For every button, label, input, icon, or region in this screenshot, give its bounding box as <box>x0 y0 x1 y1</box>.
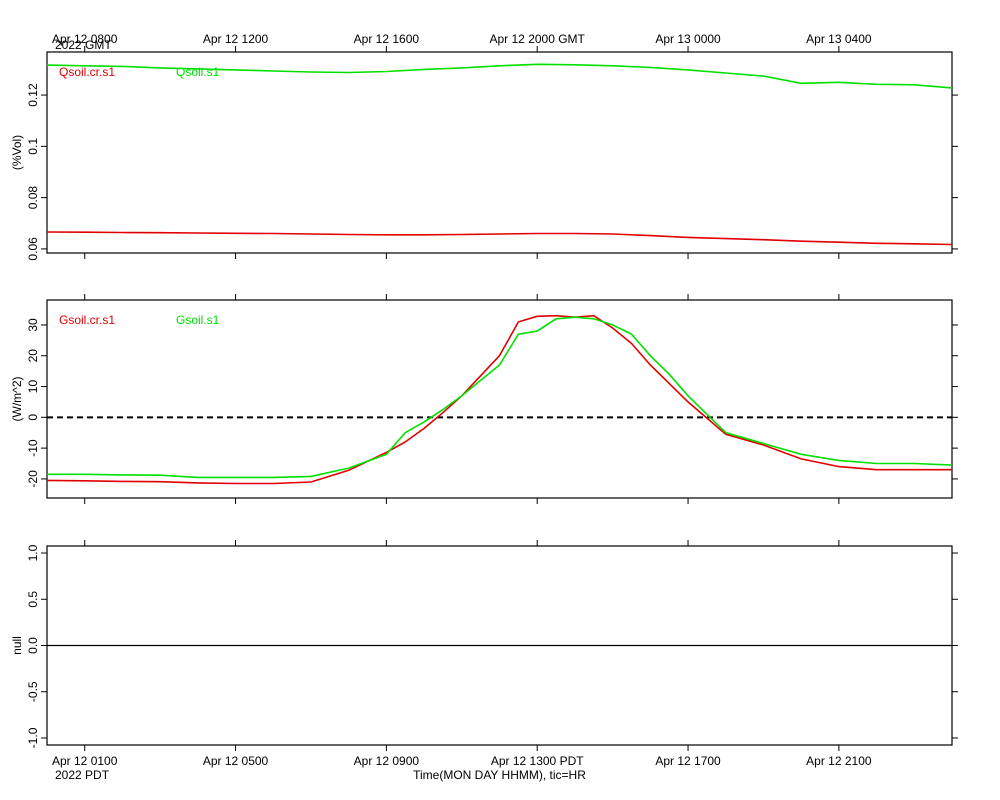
series-line <box>46 314 952 485</box>
y-tick-label: -20 <box>26 470 40 488</box>
plot-frame <box>46 299 953 499</box>
y-tick-label: 1.0 <box>26 544 40 561</box>
y-tick-label: 10 <box>26 380 40 394</box>
x-tick-label: Apr 12 0900 <box>354 754 420 768</box>
x-axis-label: Time(MON DAY HHMM), tic=HR <box>413 768 586 782</box>
x-tick-label: Apr 12 1300 PDT <box>491 754 584 768</box>
x-tick-label: Apr 12 2100 <box>806 754 872 768</box>
y-tick-label: 0.12 <box>26 83 40 107</box>
series-line <box>46 231 953 246</box>
y-tick-label: -1.0 <box>26 727 40 748</box>
x-year-label: 2022 PDT <box>55 768 110 782</box>
y-axis-label: null <box>10 636 24 655</box>
y-axis-label: (W/m^2) <box>10 377 24 422</box>
y-tick-label: 0.5 <box>26 591 40 608</box>
x-tick-label: Apr 12 2000 GMT <box>490 32 586 46</box>
legend-label: Gsoil.cr.s1 <box>59 313 115 327</box>
x-tick-label: Apr 12 0500 <box>203 754 269 768</box>
y-tick-label: 20 <box>26 349 40 363</box>
y-tick-label: 0.06 <box>26 237 40 261</box>
x-tick-label: Apr 12 1600 <box>354 32 420 46</box>
y-tick-label: 30 <box>26 318 40 332</box>
x-tick-label: Apr 12 0800 <box>52 32 118 46</box>
x-year-label: 2022 GMT <box>55 38 112 52</box>
plot-frame <box>46 51 953 254</box>
x-tick-label: Apr 12 1700 <box>655 754 721 768</box>
x-tick-label: Apr 13 0000 <box>655 32 721 46</box>
y-tick-label: -10 <box>26 439 40 457</box>
y-axis-label: (%Vol) <box>10 135 24 170</box>
y-tick-label: 0.1 <box>26 138 40 155</box>
y-tick-label: 0 <box>26 414 40 421</box>
y-tick-label: -0.5 <box>26 681 40 702</box>
legend-label: Gsoil.s1 <box>176 313 220 327</box>
x-tick-label: Apr 12 1200 <box>203 32 269 46</box>
y-tick-label: 0.0 <box>26 637 40 654</box>
y-tick-label: 0.08 <box>26 186 40 210</box>
series-line <box>46 63 953 89</box>
x-tick-label: Apr 12 0100 <box>52 754 118 768</box>
legend-label: Qsoil.s1 <box>176 65 220 79</box>
x-tick-label: Apr 13 0400 <box>806 32 872 46</box>
series-line <box>47 316 953 479</box>
legend-label: Qsoil.cr.s1 <box>59 65 115 79</box>
